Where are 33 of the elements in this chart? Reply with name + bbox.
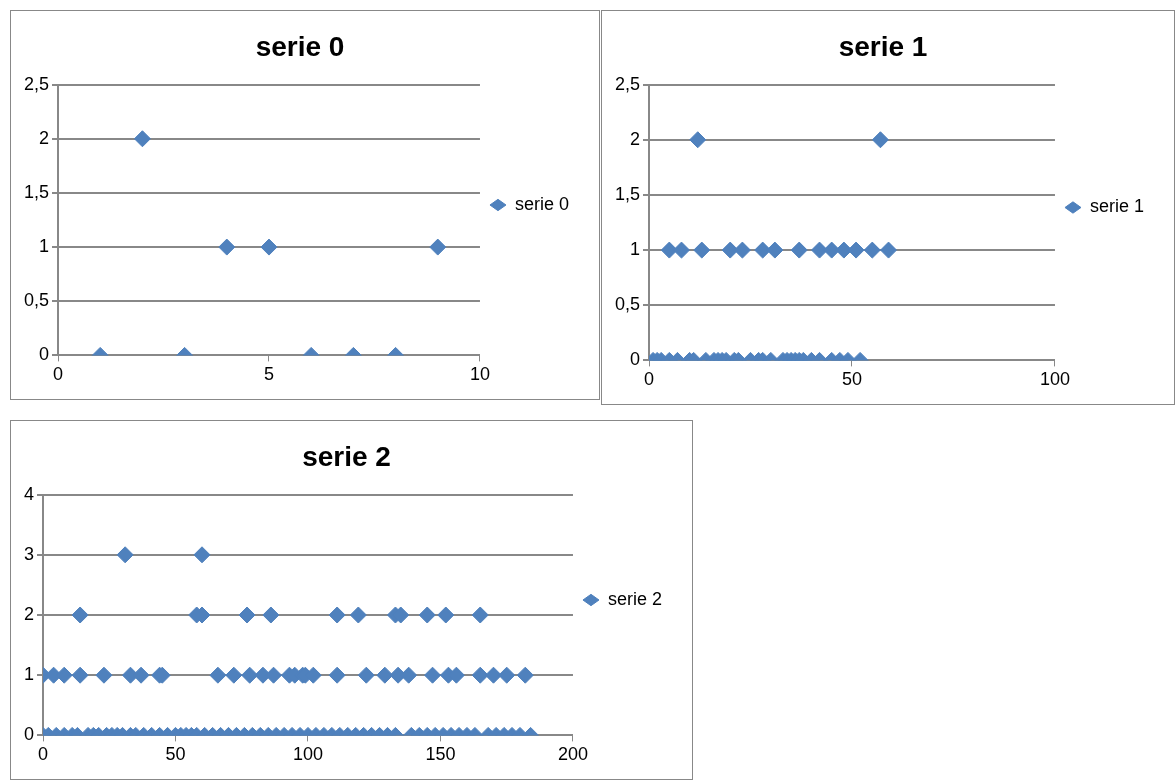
y-tick-label: 4 [24, 483, 35, 504]
x-tick-label: 150 [425, 744, 456, 765]
legend-label: serie 2 [607, 588, 662, 609]
y-tick-label: 2,5 [23, 73, 50, 94]
x-tick-label: 50 [165, 744, 186, 765]
y-tick-label: 3 [24, 543, 35, 564]
y-tick-label: 0 [630, 349, 641, 370]
chart-title: serie 1 [838, 30, 928, 62]
legend-label: serie 1 [1089, 196, 1144, 217]
x-tick-label: 10 [469, 364, 490, 385]
x-tick-label: 100 [292, 744, 324, 765]
x-tick-label: 100 [1039, 369, 1070, 390]
y-tick-label: 2 [630, 128, 641, 149]
y-tick-label: 1 [630, 239, 641, 260]
legend-label: serie 0 [514, 193, 569, 214]
y-tick-label: 1,5 [23, 181, 50, 202]
x-tick-label: 0 [53, 364, 64, 385]
x-tick-label: 200 [557, 744, 588, 765]
y-tick-label: 2 [24, 603, 35, 624]
y-tick-label: 2 [39, 127, 50, 148]
chart-title: serie 0 [255, 30, 345, 62]
x-tick-label: 5 [263, 364, 275, 385]
x-tick-label: 0 [644, 369, 655, 390]
y-tick-label: 2,5 [614, 73, 641, 94]
y-tick-label: 1,5 [614, 183, 641, 204]
chart-title: serie 2 [302, 440, 391, 472]
y-tick-label: 0,5 [614, 294, 641, 315]
y-tick-label: 0 [39, 344, 50, 365]
y-tick-label: 0 [24, 724, 35, 745]
y-tick-label: 1 [39, 236, 50, 257]
y-tick-label: 0,5 [23, 290, 50, 311]
x-tick-label: 50 [841, 369, 863, 390]
y-tick-label: 1 [24, 664, 35, 685]
